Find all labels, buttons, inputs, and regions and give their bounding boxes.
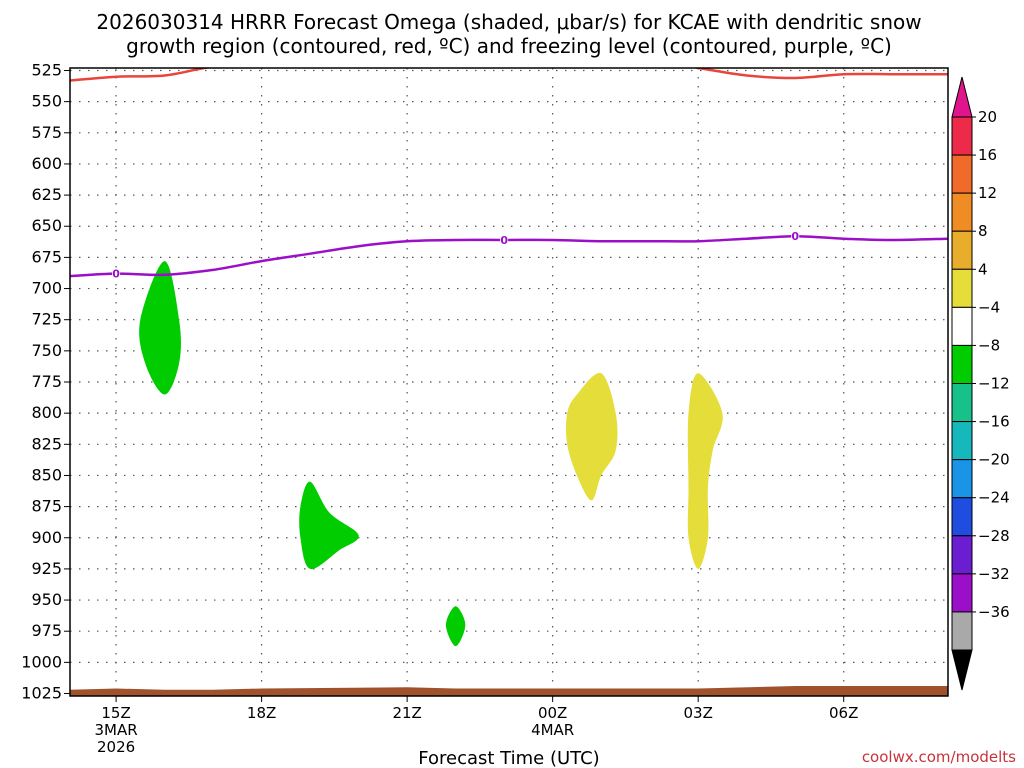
y-tick-label-1025: 1025 (21, 684, 62, 703)
colorbar-bin-13 (951, 573, 973, 613)
colorbar-label-3: 12 (978, 184, 997, 202)
omega-shaded-regions (70, 261, 948, 696)
x-axis-title: Forecast Time (UTC) (418, 748, 599, 768)
ground-surface (70, 686, 948, 696)
colorbar-label-12: −28 (978, 527, 1010, 545)
colorbar-label-8: −12 (978, 375, 1010, 393)
pressure-axis: 525 550 575 600 625 650 675 700 725 750 775 800 825 8… (21, 60, 70, 703)
y-tick-label-875: 875 (31, 497, 62, 516)
x-tick-label-00Z-1: 4MAR (531, 721, 574, 739)
x-tick-label-18Z-0: 18Z (247, 704, 276, 722)
x-tick-label-00Z-0: 00Z (538, 704, 567, 722)
x-tick-label-06Z-0: 06Z (829, 704, 858, 722)
freezing-label-3: 0 (791, 230, 799, 243)
colorbar-bin-11 (951, 497, 973, 537)
y-tick-label-925: 925 (31, 559, 62, 578)
y-tick-label-950: 950 (31, 590, 62, 609)
colorbar-label-5: 4 (978, 260, 988, 278)
y-tick-label-850: 850 (31, 465, 62, 484)
y-tick-label-650: 650 (31, 216, 62, 235)
freezing-label-bg-1 (112, 267, 121, 280)
colorbar-bin-6 (951, 306, 973, 346)
colorbar-label-2: 16 (978, 146, 997, 164)
y-tick-label-775: 775 (31, 372, 62, 391)
y-tick-label-825: 825 (31, 434, 62, 453)
colorbar-legend: 20 16 12 8 4 −4 −8 −12 −16 −20 −24 −28 −32 −36 (951, 76, 1010, 691)
colorbar-bottom-arrow (951, 649, 973, 691)
y-tick-label-675: 675 (31, 247, 62, 266)
colorbar-bin-1 (951, 116, 973, 156)
omega-region-5 (687, 373, 723, 569)
colorbar-label-6: −4 (978, 298, 1000, 316)
colorbar-bin-12 (951, 535, 973, 575)
y-tick-label-725: 725 (31, 310, 62, 329)
colorbar-label-9: −16 (978, 413, 1010, 431)
colorbar-bin-7 (951, 344, 973, 384)
colorbar-label-7: −8 (978, 336, 1000, 354)
colorbar-bin-2 (951, 154, 973, 194)
colorbar-label-1: 20 (978, 108, 997, 126)
y-tick-label-1000: 1000 (21, 652, 62, 671)
x-tick-label-15Z-0: 15Z (101, 704, 130, 722)
x-tick-label-15Z-1: 3MAR (94, 721, 137, 739)
y-tick-label-800: 800 (31, 403, 62, 422)
colorbar-bin-9 (951, 421, 973, 461)
x-tick-label-15Z-2: 2026 (97, 738, 135, 756)
colorbar-bin-4 (951, 230, 973, 270)
y-tick-label-975: 975 (31, 621, 62, 640)
colorbar-label-14: −36 (978, 603, 1010, 621)
y-tick-label-700: 700 (31, 279, 62, 298)
y-tick-label-625: 625 (31, 185, 62, 204)
grid-lines (70, 68, 948, 696)
omega-region-1 (139, 261, 181, 395)
colorbar-label-10: −20 (978, 451, 1010, 469)
colorbar-top-arrow (951, 76, 973, 118)
colorbar-label-11: −24 (978, 489, 1010, 507)
credit-text: coolwx.com/modelts (862, 748, 1016, 766)
colorbar-bin-5 (951, 268, 973, 308)
omega-region-3 (445, 606, 466, 647)
omega-region-4 (566, 372, 618, 501)
plot-frame (69, 67, 949, 697)
colorbar-label-4: 8 (978, 222, 988, 240)
x-tick-label-21Z-0: 21Z (392, 704, 421, 722)
colorbar-bin-14 (951, 611, 973, 651)
y-tick-label-900: 900 (31, 528, 62, 547)
chart-title-line1: 2026030314 HRRR Forecast Omega (shaded, … (96, 10, 921, 34)
colorbar-label-13: −32 (978, 565, 1010, 583)
y-tick-label-600: 600 (31, 154, 62, 173)
y-tick-label-750: 750 (31, 341, 62, 360)
colorbar-bin-3 (951, 192, 973, 232)
freezing-label-2: 0 (500, 234, 508, 247)
chart-title-line2: growth region (contoured, red, ºC) and f… (126, 34, 892, 58)
colorbar-bin-8 (951, 383, 973, 423)
colorbar-bin-10 (951, 459, 973, 499)
x-tick-label-03Z-0: 03Z (683, 704, 712, 722)
y-tick-label-550: 550 (31, 92, 62, 111)
freezing-level-contour (70, 234, 948, 278)
freezing-label-1: 0 (112, 268, 120, 281)
omega-region-2 (299, 481, 359, 570)
temperature-contours: 0 0 0 (70, 68, 948, 281)
freezing-label-bg-3 (791, 230, 800, 243)
y-tick-label-525: 525 (31, 60, 62, 79)
dendritic-growth-contour (70, 68, 948, 82)
freezing-label-bg-2 (500, 233, 509, 246)
y-tick-label-575: 575 (31, 123, 62, 142)
